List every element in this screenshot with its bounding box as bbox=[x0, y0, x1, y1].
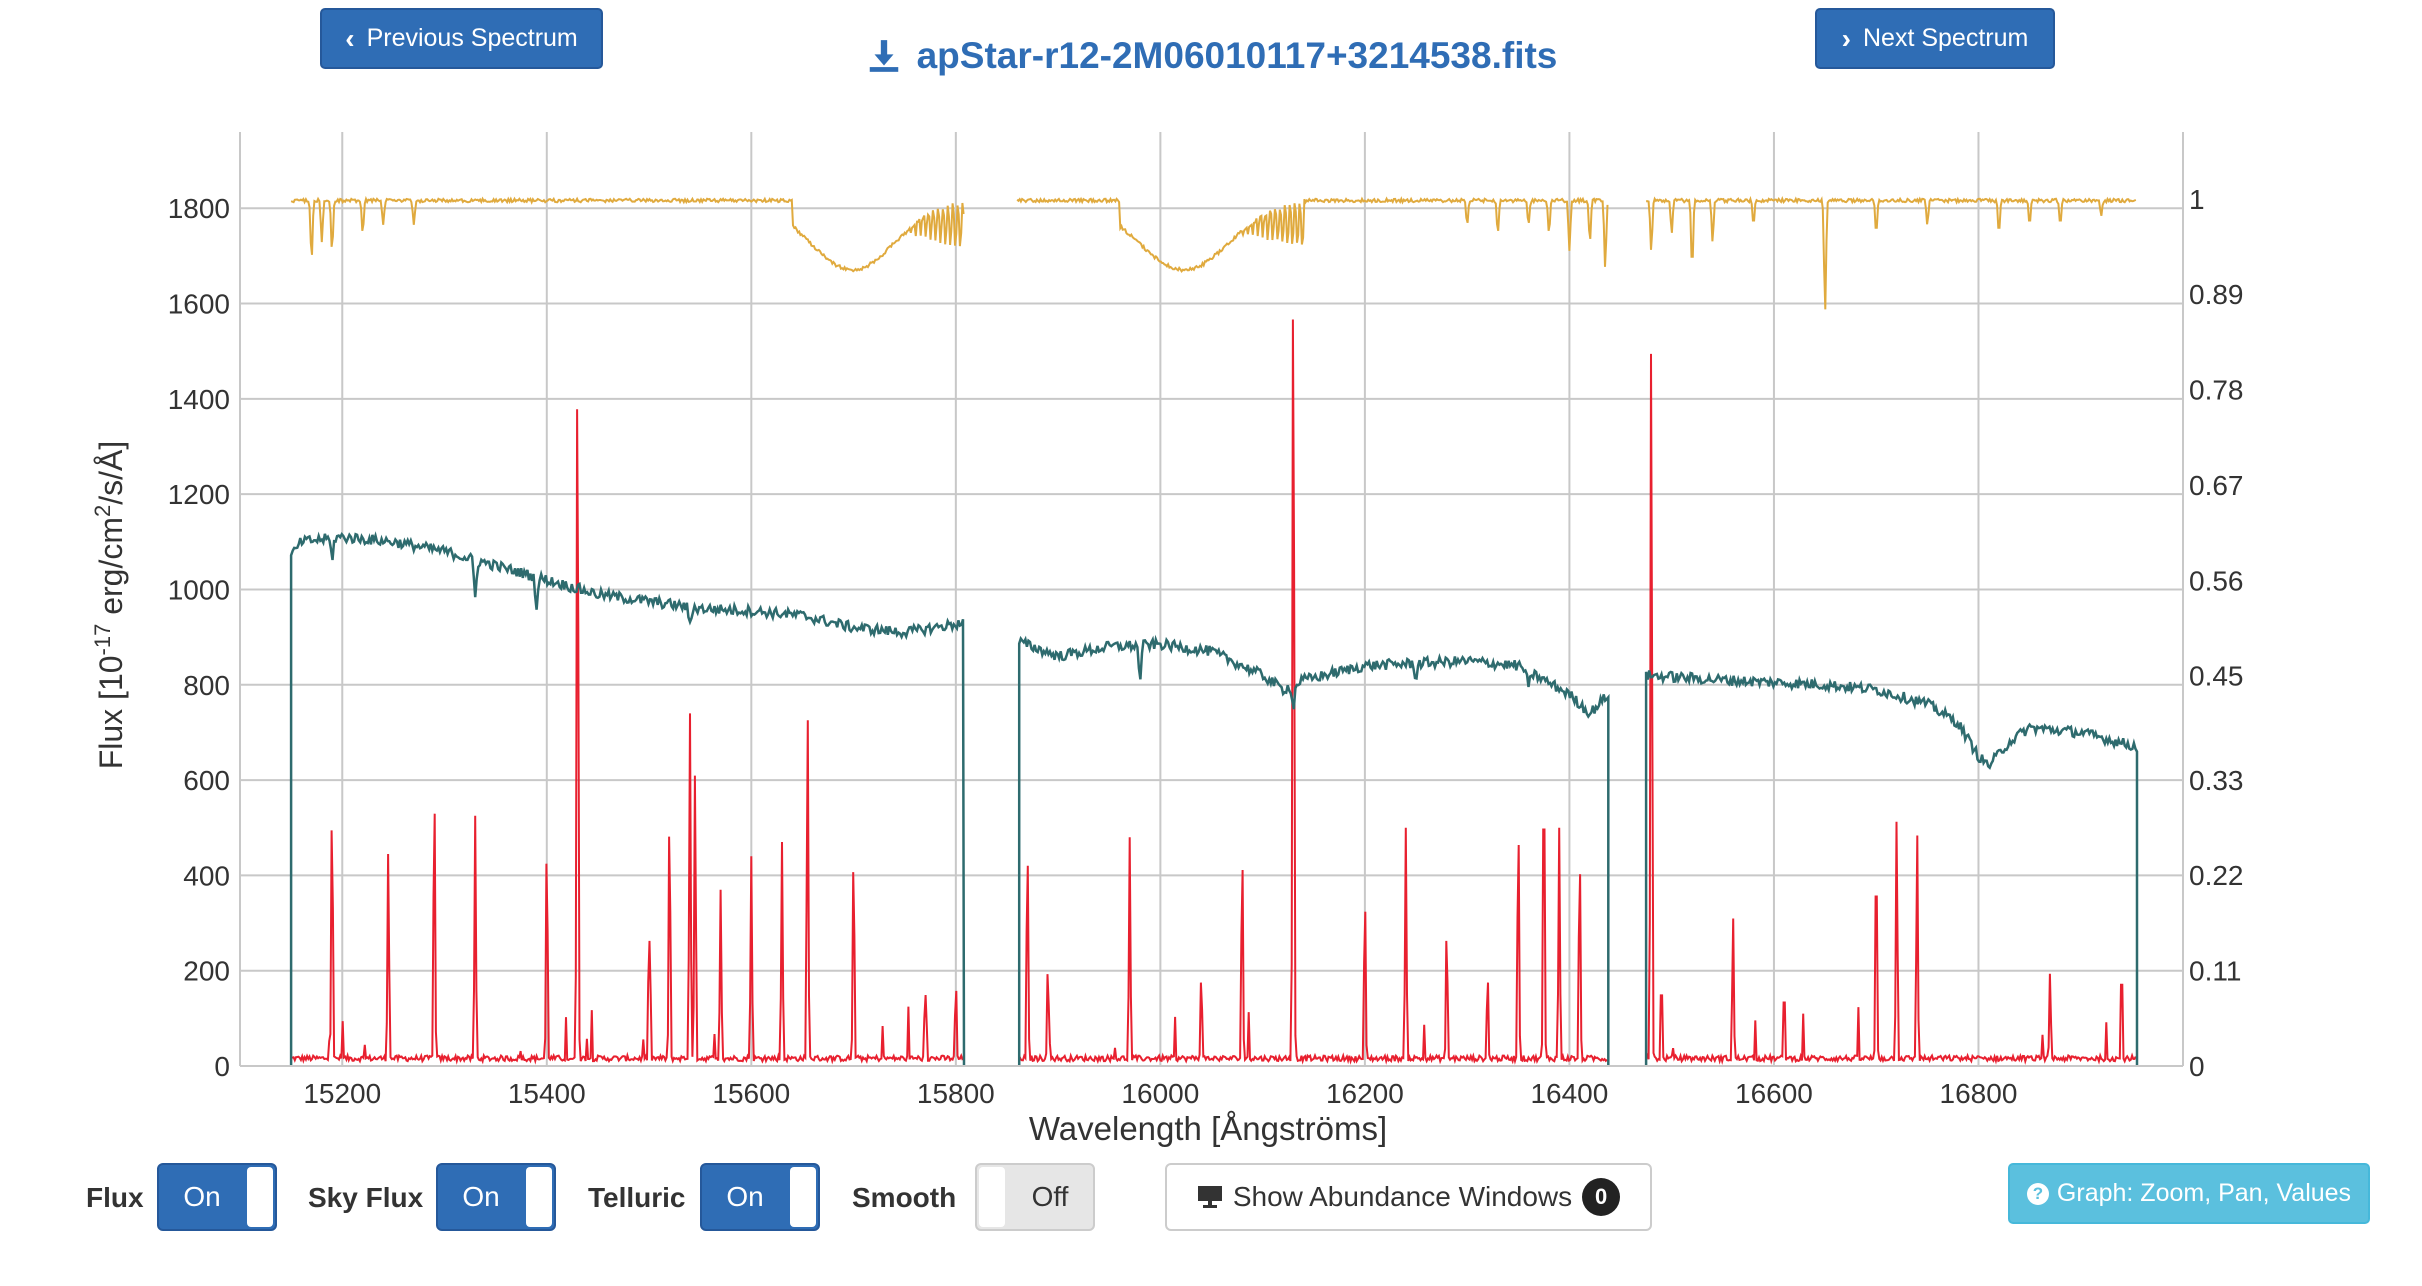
flux-toggle-label: Flux bbox=[86, 1182, 144, 1213]
x-tick-label: 15600 bbox=[712, 1078, 790, 1109]
question-circle-icon: ? bbox=[2026, 1182, 2049, 1205]
y-right-tick-label: 0.89 bbox=[2189, 279, 2244, 310]
x-tick-label: 15200 bbox=[303, 1078, 381, 1109]
chart-grid bbox=[240, 132, 2183, 1066]
x-tick-label: 16800 bbox=[1940, 1078, 2018, 1109]
flux-toggle[interactable]: On bbox=[157, 1163, 277, 1231]
flux-line bbox=[1644, 670, 2139, 1066]
abundance-button-label: Show Abundance Windows bbox=[1232, 1181, 1573, 1212]
chart-axes bbox=[239, 132, 2184, 1067]
x-tick-label: 15800 bbox=[917, 1078, 995, 1109]
telluric-line bbox=[1645, 195, 2137, 310]
y-left-tick-label: 200 bbox=[183, 956, 230, 987]
download-icon bbox=[869, 40, 898, 72]
sky-flux-line bbox=[1645, 353, 2137, 1065]
y-left-tick-label: 1200 bbox=[168, 479, 230, 510]
previous-spectrum-label: Previous Spectrum bbox=[366, 24, 578, 52]
y-left-tick-label: 800 bbox=[183, 670, 230, 701]
graph-help-button[interactable]: ? Graph: Zoom, Pan, Values bbox=[2008, 1163, 2370, 1224]
x-tick-label: 16600 bbox=[1735, 1078, 1813, 1109]
chevron-left-icon: ‹ bbox=[345, 22, 355, 54]
next-spectrum-button[interactable]: › Next Spectrum bbox=[1815, 8, 2055, 69]
fits-filename: apStar-r12-2M06010117+3214538.fits bbox=[916, 35, 1558, 76]
y-left-tick-label: 1600 bbox=[168, 289, 230, 320]
chart-series bbox=[289, 195, 2139, 1067]
y-right-tick-label: 0.67 bbox=[2189, 470, 2244, 501]
y-right-tick-label: 1 bbox=[2189, 184, 2205, 215]
smooth-toggle-state: Off bbox=[1031, 1181, 1069, 1212]
flux-line bbox=[289, 531, 966, 1067]
chevron-right-icon: › bbox=[1841, 22, 1851, 54]
toggle-knob bbox=[247, 1167, 273, 1227]
fits-download-link[interactable]: apStar-r12-2M06010117+3214538.fits bbox=[0, 28, 2422, 84]
smooth-toggle[interactable]: Off bbox=[975, 1163, 1095, 1231]
y-right-tick-label: 0.56 bbox=[2189, 565, 2244, 596]
y-right-tick-label: 0 bbox=[2189, 1051, 2205, 1082]
telluric-toggle-state: On bbox=[726, 1181, 764, 1212]
show-abundance-windows-button[interactable]: Show Abundance Windows 0 bbox=[1165, 1163, 1652, 1231]
telluric-toggle[interactable]: On bbox=[700, 1163, 820, 1231]
sky-flux-toggle[interactable]: On bbox=[436, 1163, 556, 1231]
x-tick-label: 16000 bbox=[1121, 1078, 1199, 1109]
x-tick-label: 15400 bbox=[508, 1078, 586, 1109]
toggle-knob bbox=[790, 1167, 816, 1227]
next-spectrum-label: Next Spectrum bbox=[1862, 24, 2029, 52]
y-right-tick-label: 0.33 bbox=[2189, 765, 2244, 796]
y-right-tick-label: 0.22 bbox=[2189, 860, 2244, 891]
y-right-tick-label: 0.11 bbox=[2189, 956, 2241, 987]
flux-toggle-state: On bbox=[183, 1181, 221, 1212]
toggle-knob bbox=[979, 1167, 1005, 1227]
y-left-tick-label: 0 bbox=[214, 1051, 230, 1082]
sky-toggle-label: Sky Flux bbox=[308, 1182, 424, 1213]
y-left-tick-label: 1800 bbox=[168, 193, 230, 224]
toggle-knob bbox=[526, 1167, 552, 1227]
telluric-toggle-label: Telluric bbox=[588, 1182, 686, 1213]
sky-toggle-state: On bbox=[462, 1181, 500, 1212]
x-tick-label: 16200 bbox=[1326, 1078, 1404, 1109]
telluric-line bbox=[1016, 196, 1609, 273]
x-tick-label: 16400 bbox=[1530, 1078, 1608, 1109]
sky-flux-line bbox=[1018, 319, 1608, 1065]
abundance-count-badge: 0 bbox=[1582, 1178, 1621, 1216]
x-axis-label: Wavelength [Ångströms] bbox=[1029, 1110, 1387, 1147]
telluric-line bbox=[290, 195, 965, 273]
y-left-tick-label: 600 bbox=[183, 765, 230, 796]
display-icon bbox=[1197, 1186, 1222, 1208]
y-left-tick-label: 400 bbox=[183, 860, 230, 891]
y-left-tick-label: 1000 bbox=[168, 574, 230, 605]
chart-ticks: 15200 15400 15600 15800 16000 16200 16400 16600… bbox=[168, 184, 2244, 1109]
previous-spectrum-button[interactable]: ‹ Previous Spectrum bbox=[320, 8, 603, 69]
y-right-tick-label: 0.78 bbox=[2189, 375, 2244, 406]
graph-help-label: Graph: Zoom, Pan, Values bbox=[2056, 1179, 2352, 1207]
flux-line bbox=[1017, 634, 1610, 1066]
sky-flux-line bbox=[291, 409, 965, 1065]
smooth-toggle-label: Smooth bbox=[852, 1182, 957, 1213]
y-left-tick-label: 1400 bbox=[168, 384, 230, 415]
spectrum-chart[interactable]: 15200 15400 15600 15800 16000 16200 16400 16600… bbox=[0, 0, 2422, 1160]
y-axis-left-label: Flux [10-17 erg/cm2/s/Å] bbox=[90, 441, 130, 770]
y-right-tick-label: 0.45 bbox=[2189, 661, 2244, 692]
